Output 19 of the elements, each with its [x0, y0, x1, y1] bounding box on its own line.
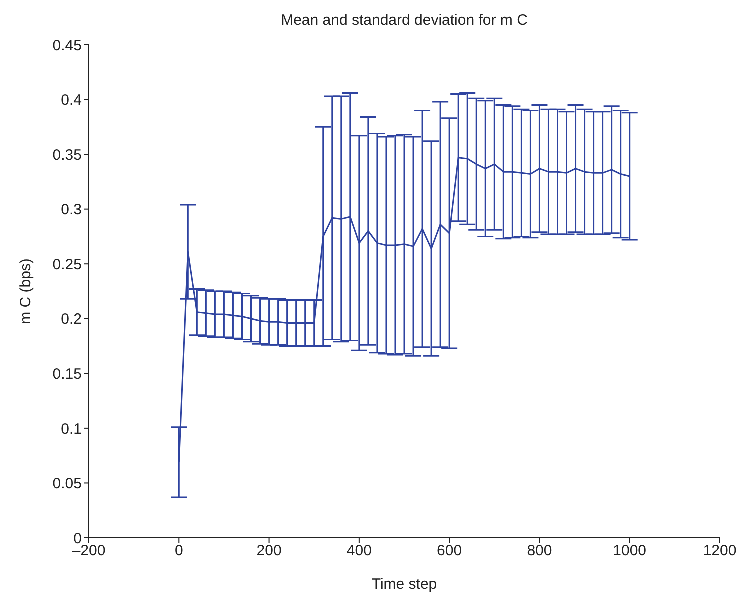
y-tick-label: 0.35	[52, 146, 82, 164]
y-tick-label: 0.4	[61, 92, 82, 110]
y-tick-label: 0.3	[61, 202, 82, 219]
y-tick-label: 0.25	[52, 256, 82, 274]
x-tick-label: 400	[346, 542, 372, 560]
y-tick-label: 0.2	[61, 311, 82, 328]
x-tick-label: 0	[174, 542, 184, 560]
y-tick-label: 0.15	[52, 366, 82, 383]
y-tick-label: 0.45	[52, 37, 82, 54]
x-tick-label: 1200	[703, 542, 737, 560]
chart-title: Mean and standard deviation for m C	[280, 12, 529, 29]
y-axis-title: m C (bps)	[17, 258, 34, 324]
x-tick-label: 800	[527, 542, 552, 560]
x-tick-label: 600	[437, 542, 462, 560]
y-tick-label: 0.1	[61, 420, 82, 438]
x-axis-title: Time step	[372, 576, 438, 593]
x-tick-label: 1000	[613, 542, 647, 560]
y-tick-label: 0.05	[52, 476, 82, 493]
x-tick-label: 200	[256, 542, 282, 560]
